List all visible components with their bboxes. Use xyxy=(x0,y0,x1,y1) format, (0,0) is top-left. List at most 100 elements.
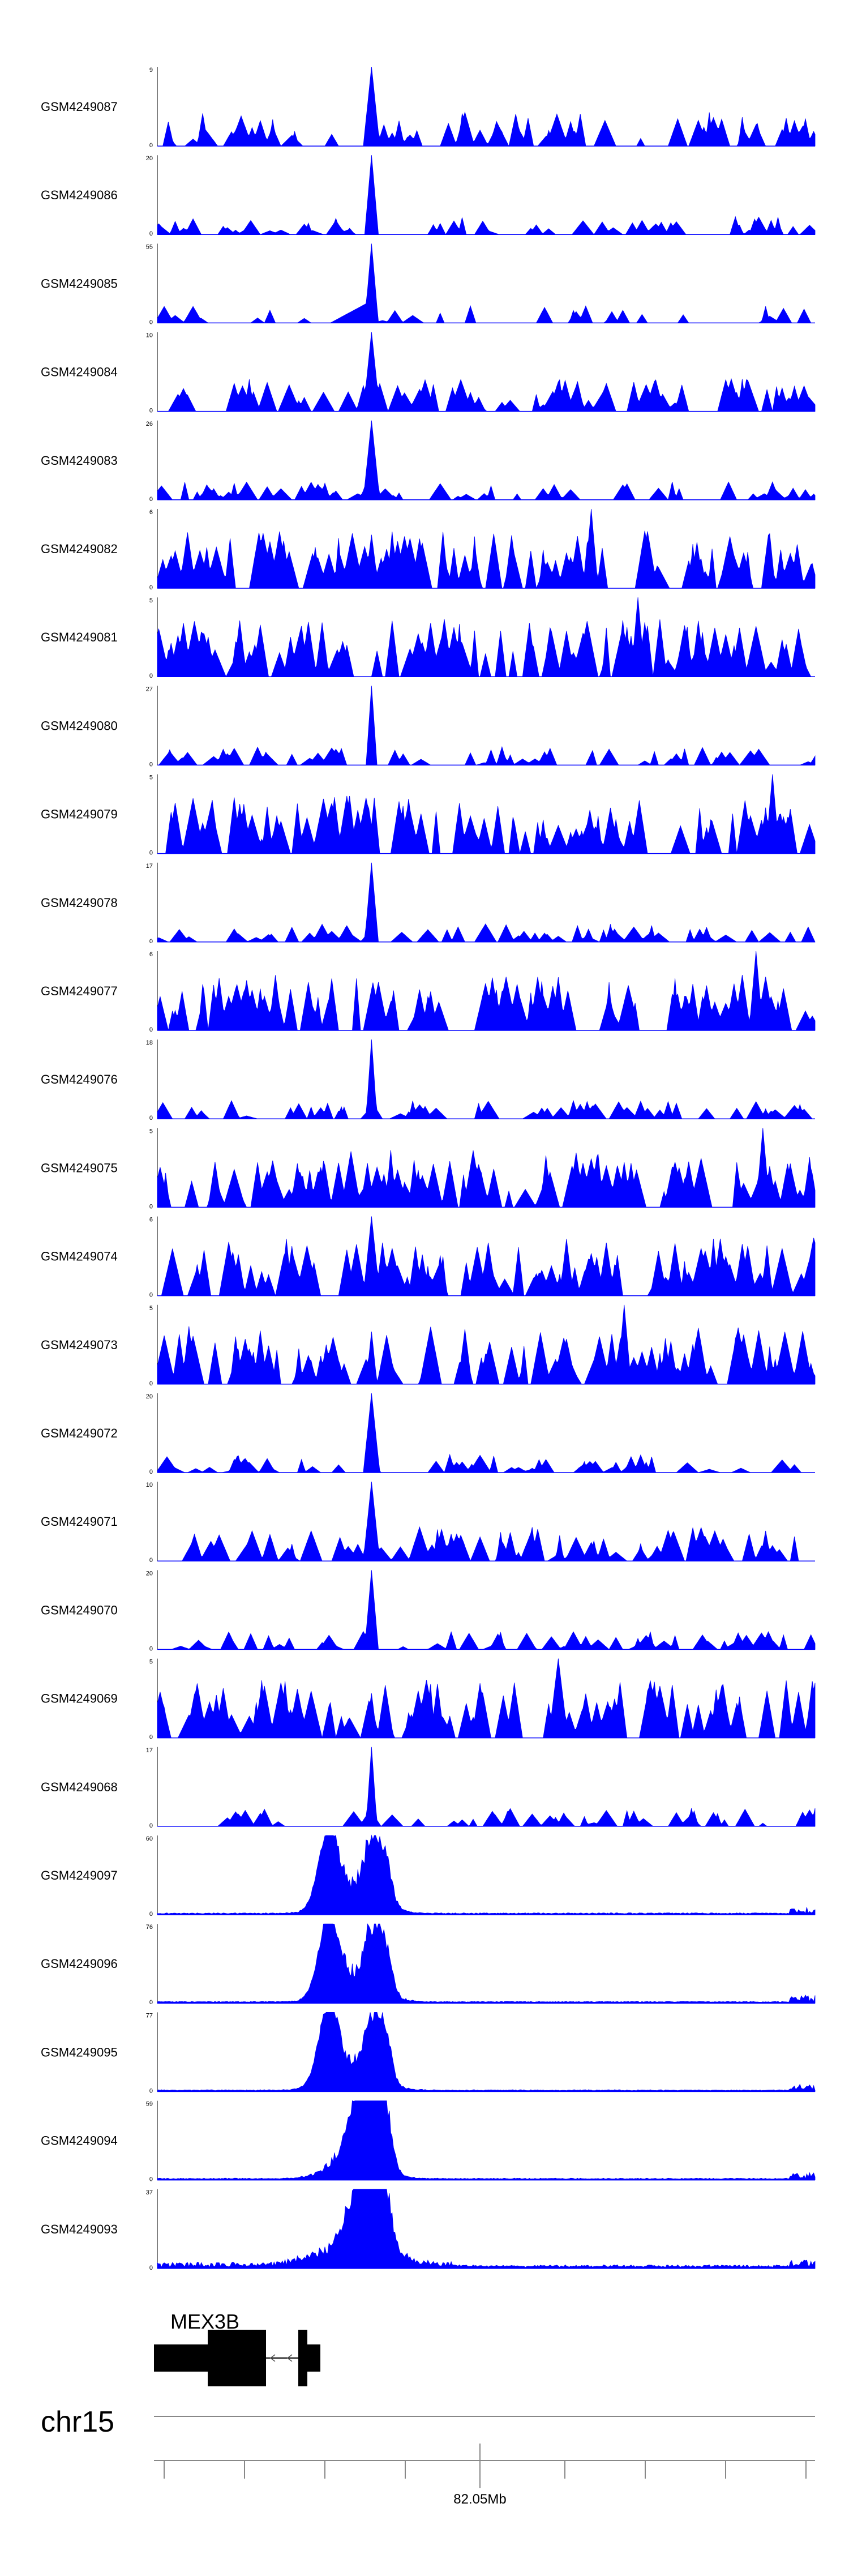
gene-exon-cds-2 xyxy=(298,2330,307,2386)
y-max-label: 5 xyxy=(149,1128,153,1135)
y-min-label: 0 xyxy=(149,1380,153,1387)
signal-area xyxy=(157,774,816,854)
track-label: GSM4249073 xyxy=(41,1338,118,1352)
y-min-label: 0 xyxy=(149,1557,153,1564)
signal-area xyxy=(157,1923,816,2004)
track-GSM4249087: GSM4249087 9 0 xyxy=(41,66,816,149)
track-GSM4249073: GSM4249073 5 0 xyxy=(41,1304,816,1387)
y-max-label: 18 xyxy=(146,1039,153,1046)
track-label: GSM4249086 xyxy=(41,188,118,202)
track-GSM4249080: GSM4249080 27 0 xyxy=(41,686,816,768)
y-min-label: 0 xyxy=(149,1645,153,1652)
track-label: GSM4249076 xyxy=(41,1072,118,1086)
track-label: GSM4249080 xyxy=(41,718,118,733)
y-min-label: 0 xyxy=(149,1999,153,2006)
signal-area xyxy=(157,1658,816,1739)
track-label: GSM4249094 xyxy=(41,2134,118,2148)
track-label: GSM4249087 xyxy=(41,100,118,114)
y-max-label: 6 xyxy=(149,951,153,958)
y-max-label: 9 xyxy=(149,67,153,74)
gene-exon-right-utr xyxy=(307,2344,320,2372)
signal-area xyxy=(157,2189,816,2269)
track-GSM4249068: GSM4249068 17 0 xyxy=(41,1747,816,1829)
track-label: GSM4249093 xyxy=(41,2222,118,2236)
y-max-label: 20 xyxy=(146,1393,153,1400)
track-GSM4249070: GSM4249070 20 0 xyxy=(41,1570,816,1652)
y-min-label: 0 xyxy=(149,584,153,591)
track-GSM4249078: GSM4249078 17 0 xyxy=(41,862,816,945)
y-max-label: 6 xyxy=(149,1217,153,1223)
track-GSM4249071: GSM4249071 10 0 xyxy=(41,1482,815,1564)
track-label: GSM4249096 xyxy=(41,1957,118,1971)
y-min-label: 0 xyxy=(149,1911,153,1918)
signal-area xyxy=(157,155,816,236)
y-max-label: 76 xyxy=(146,1924,153,1931)
track-GSM4249075: GSM4249075 5 0 xyxy=(41,1128,816,1210)
signal-area xyxy=(157,420,816,500)
y-min-label: 0 xyxy=(149,2265,153,2271)
y-max-label: 17 xyxy=(146,1747,153,1754)
signal-area xyxy=(157,951,816,1031)
track-GSM4249079: GSM4249079 5 0 xyxy=(41,774,816,857)
signal-tracks: GSM424908790GSM4249086200GSM4249085550GS… xyxy=(41,66,816,2271)
y-min-label: 0 xyxy=(149,1469,153,1475)
signal-area xyxy=(157,1304,816,1385)
y-min-label: 0 xyxy=(149,1292,153,1299)
y-max-label: 5 xyxy=(149,1659,153,1666)
track-label: GSM4249071 xyxy=(41,1514,118,1529)
y-min-label: 0 xyxy=(149,230,153,237)
y-max-label: 5 xyxy=(149,1305,153,1312)
y-max-label: 60 xyxy=(146,1835,153,1842)
y-max-label: 59 xyxy=(146,2101,153,2108)
track-GSM4249096: GSM4249096 76 0 xyxy=(41,1923,816,2006)
track-GSM4249072: GSM4249072 20 0 xyxy=(41,1393,815,1475)
y-max-label: 5 xyxy=(149,597,153,604)
track-GSM4249086: GSM4249086 20 0 xyxy=(41,155,816,237)
signal-area xyxy=(157,1393,815,1473)
signal-area xyxy=(157,1482,815,1562)
track-GSM4249084: GSM4249084 10 0 xyxy=(41,332,816,414)
y-min-label: 0 xyxy=(149,496,153,503)
signal-area xyxy=(157,1747,816,1827)
signal-area xyxy=(157,862,816,943)
gene-exon-cds-1 xyxy=(208,2330,266,2386)
y-min-label: 0 xyxy=(149,2087,153,2094)
y-max-label: 17 xyxy=(146,863,153,870)
signal-area xyxy=(157,1216,816,1297)
y-max-label: 10 xyxy=(146,332,153,339)
gene-label: MEX3B xyxy=(170,2310,239,2333)
signal-area xyxy=(157,597,815,678)
genomic-coordinate-axis: 82.05Mb xyxy=(154,2444,815,2507)
track-label: GSM4249079 xyxy=(41,807,118,821)
track-label: GSM4249081 xyxy=(41,630,118,644)
track-GSM4249077: GSM4249077 6 0 xyxy=(41,951,816,1033)
y-max-label: 20 xyxy=(146,155,153,162)
track-label: GSM4249084 xyxy=(41,365,118,379)
track-GSM4249095: GSM4249095 77 0 xyxy=(41,2012,816,2094)
coordinate-axis-ticks xyxy=(164,2444,807,2488)
y-min-label: 0 xyxy=(149,761,153,768)
y-max-label: 10 xyxy=(146,1482,153,1488)
track-GSM4249082: GSM4249082 6 0 xyxy=(41,508,816,591)
y-min-label: 0 xyxy=(149,1203,153,1210)
y-max-label: 77 xyxy=(146,2012,153,2019)
track-label: GSM4249069 xyxy=(41,1692,118,1706)
gene-track: MEX3B xyxy=(154,2310,320,2386)
y-min-label: 0 xyxy=(149,319,153,326)
track-GSM4249081: GSM4249081 5 0 xyxy=(41,597,815,679)
chromosome-label: chr15 xyxy=(41,2406,114,2438)
signal-area xyxy=(157,2012,816,2092)
track-GSM4249083: GSM4249083 26 0 xyxy=(41,420,816,503)
signal-area xyxy=(157,243,815,324)
y-max-label: 5 xyxy=(149,774,153,781)
y-max-label: 6 xyxy=(149,509,153,516)
track-GSM4249074: GSM4249074 6 0 xyxy=(41,1216,816,1299)
gene-exon-left-utr xyxy=(154,2344,208,2372)
coordinate-label: 82.05Mb xyxy=(453,2492,506,2507)
y-min-label: 0 xyxy=(149,673,153,679)
signal-area xyxy=(157,1039,815,1120)
y-max-label: 27 xyxy=(146,686,153,692)
y-min-label: 0 xyxy=(149,1026,153,1033)
track-GSM4249094: GSM4249094 59 0 xyxy=(41,2100,816,2183)
